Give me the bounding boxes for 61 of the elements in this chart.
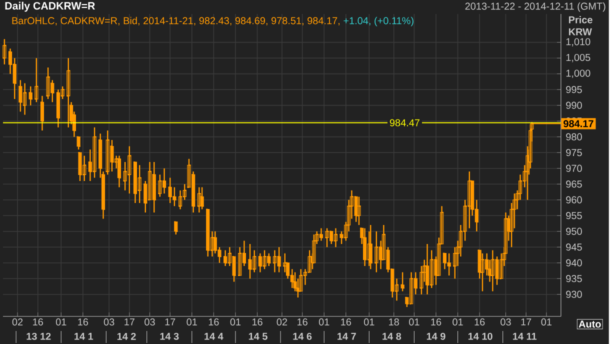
y-tick-label: 945 (566, 243, 582, 250)
x-tick-label: 16 (341, 318, 352, 326)
ref-line-label: 984.47 (390, 119, 420, 126)
x-tick-label: 01 (230, 318, 241, 326)
x-tick-label: 16 (431, 318, 442, 326)
y-tick-label: 935 (566, 274, 582, 282)
y-tick-label: 955 (566, 212, 582, 219)
text: Auto (578, 320, 601, 328)
y-tick-label: 975 (566, 148, 582, 156)
text: 14 6 (293, 332, 312, 340)
x-tick-label: 16 (252, 318, 262, 326)
x-tick-label: 01 (541, 318, 552, 326)
annotation: BarOHLC, CADKRW=R, Bid, 2014-11-21, 982.43, 984.69, 978.51, 984.17, (12, 16, 340, 26)
y-tick-label: 940 (566, 259, 582, 266)
text: 14 3 (160, 332, 179, 340)
y-tick-label: 995 (566, 86, 582, 93)
text: 14 1 (74, 332, 94, 340)
x-tick-label: 01 (56, 318, 66, 326)
text: 14 5 (248, 332, 268, 340)
y-tick-label: 990 (566, 102, 582, 109)
y-axis-title: Price KRW (568, 16, 592, 36)
x-tick-label: 03 (104, 318, 114, 326)
text: 14 2 (117, 332, 136, 340)
text: 14 4 (204, 332, 224, 340)
y-tick-label: 965 (566, 180, 582, 188)
y-tick-label: 1,010 (566, 38, 590, 46)
x-tick-label: 17 (124, 318, 134, 326)
x-tick-label: 01 (452, 318, 463, 326)
y-tick-label: 960 (566, 196, 582, 204)
text: 984.17 (564, 120, 594, 128)
text: 13 12 (26, 332, 51, 340)
x-tick-label: 02 (12, 318, 23, 326)
x-tick-label: 03 (500, 318, 511, 326)
x-tick-label: 01 (409, 318, 420, 326)
x-tick-label: 02 (276, 318, 288, 326)
x-tick-label: 16 (208, 318, 219, 326)
text: 14 8 (382, 332, 402, 340)
x-tick-label: 17 (521, 318, 532, 326)
x-tick-label: 17 (165, 318, 176, 326)
chart-title: Daily CADKRW=R (5, 2, 95, 12)
y-tick-label: 980 (566, 133, 582, 140)
y-tick-label: 930 (566, 290, 582, 298)
y-tick-label: 1,000 (566, 70, 590, 78)
text: 14 10 (468, 332, 492, 340)
x-tick-label: 01 (318, 318, 330, 326)
annotation: +1.04, (+0.11%) (344, 16, 414, 26)
x-tick-label: 01 (364, 318, 374, 326)
chart-subtitle: 2013-11-22 - 2014-12-11 (GMT) (465, 2, 606, 12)
text: 14 11 (513, 332, 537, 340)
y-tick-label: 1,005 (566, 54, 590, 62)
x-tick-label: 16 (298, 318, 308, 326)
x-tick-label: 16 (78, 318, 88, 326)
text: 14 9 (426, 332, 446, 340)
x-tick-label: 16 (474, 318, 485, 326)
y-tick-label: 970 (566, 164, 582, 172)
y-tick-label: 950 (566, 228, 582, 235)
text: 14 7 (338, 332, 356, 340)
x-tick-label: 01 (186, 318, 197, 326)
x-tick-label: 16 (33, 318, 43, 326)
x-tick-label: 18 (389, 318, 399, 326)
x-tick-label: 03 (144, 318, 155, 326)
